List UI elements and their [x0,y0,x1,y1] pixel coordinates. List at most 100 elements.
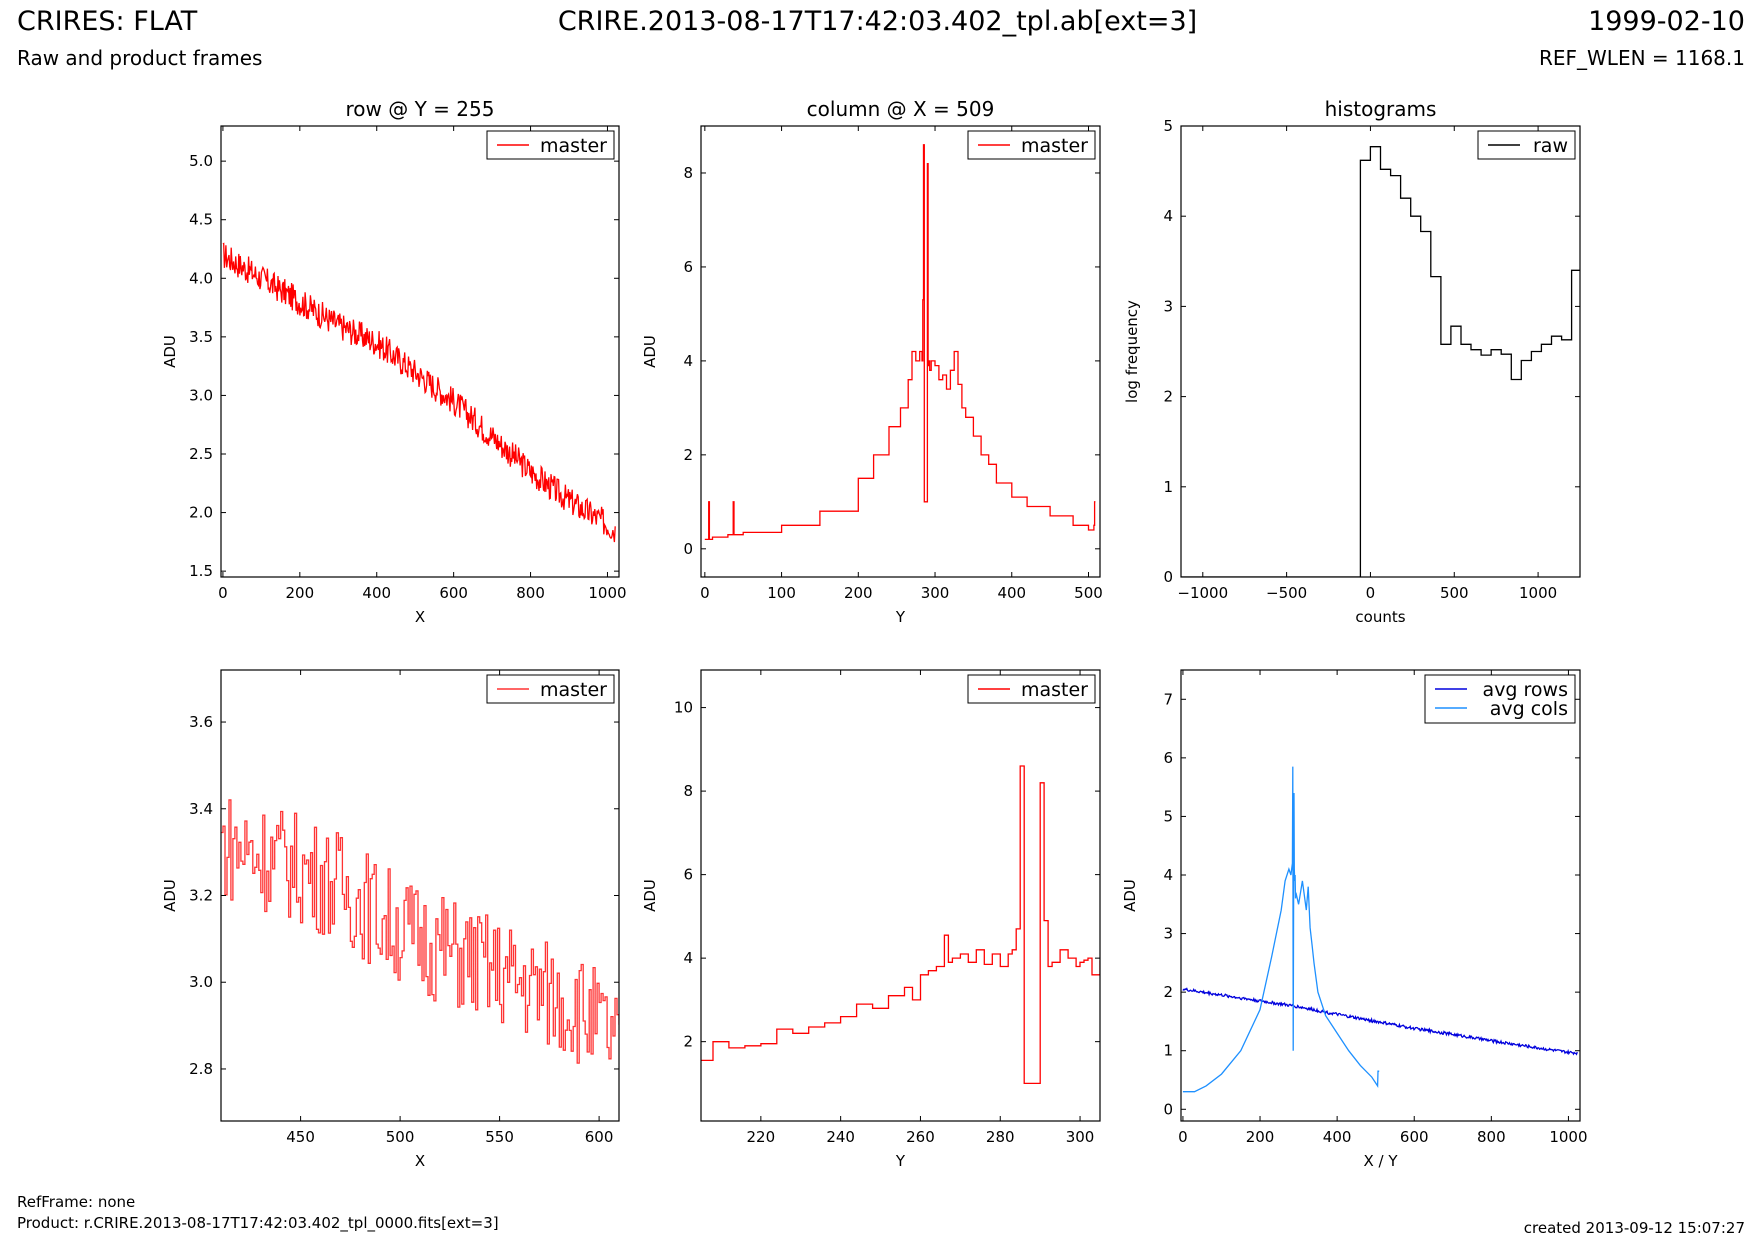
y-tick-label: 0 [683,540,693,558]
y-tick-label: 2.8 [189,1060,213,1078]
y-axis-label: ADU [641,335,659,368]
y-tick-label: 3 [1163,925,1173,943]
y-tick-label: 7 [1163,690,1173,708]
x-axis-label: counts [1355,608,1405,626]
y-tick-label: 0 [1163,1100,1173,1118]
chart-panel-4: 450 500 550 600 2.8 3.0 3.2 3.4 3.6 X ADU master [161,669,620,1170]
x-tick-label: 1000 [1549,1128,1587,1146]
y-tick-label: 2 [1163,983,1173,1001]
x-tick-label: −1000 [1177,584,1228,602]
series-line-raw [1181,146,1580,577]
series-line-master [701,765,1100,1085]
x-tick-label: 550 [485,1128,514,1146]
plot-frame [1180,125,1581,578]
plot-frame [1180,669,1581,1122]
chart-title: column @ X = 509 [807,97,995,121]
chart-panel-2: 0 100 200 300 400 500 0 2 4 6 8 column @ X = 509 Y AD… [641,97,1103,626]
y-tick-label: 3.4 [189,800,213,818]
x-tick-label: 100 [767,584,796,602]
legend-label: master [540,135,607,157]
y-tick-label: 4.5 [189,211,213,229]
legend-label: avg cols [1490,698,1568,720]
y-tick-label: 4 [683,352,693,370]
legend-box [1424,674,1576,724]
x-tick-label: 800 [1477,1128,1506,1146]
chart-title: row @ Y = 255 [346,97,495,121]
x-tick-label: 500 [1074,584,1103,602]
legend-label: master [540,679,607,701]
ref-wlen-label: REF_WLEN = 1168.1 [1538,46,1745,70]
x-tick-label: 600 [439,584,468,602]
created-label: created 2013-09-12 15:07:27 [1523,1219,1745,1237]
x-tick-label: 450 [286,1128,315,1146]
chart-title: histograms [1325,97,1437,121]
y-tick-label: 10 [674,699,693,717]
date-label: 1999-02-10 [1588,6,1745,37]
chart-panel-6: 0 200 400 600 800 1000 0 1 2 3 4 5 6 7 X / Y ADU avg row… [1121,669,1588,1170]
y-tick-label: 5.0 [189,152,213,170]
chart-panel-5: 220 240 260 280 300 2 4 6 8 10 Y ADU master [641,669,1101,1170]
y-tick-label: 3 [1163,297,1173,315]
plot-frame [220,125,620,578]
x-tick-label: 300 [921,584,950,602]
y-tick-label: 3.0 [189,973,213,991]
x-tick-label: 600 [1400,1128,1429,1146]
y-tick-label: 4 [683,949,693,967]
x-tick-label: 300 [1066,1128,1095,1146]
plot-frame [220,669,620,1122]
x-axis-label: X [415,1152,425,1170]
legend-label: avg rows [1483,679,1568,701]
y-tick-label: 2 [683,1033,693,1051]
x-tick-label: 200 [286,584,315,602]
y-tick-label: 6 [1163,749,1173,767]
legend-label: master [1021,135,1088,157]
x-tick-label: 1000 [1519,584,1557,602]
y-axis-label: log frequency [1123,300,1141,403]
y-tick-label: 1.5 [189,562,213,580]
y-axis-label: ADU [161,879,179,912]
x-tick-label: 0 [1366,584,1376,602]
y-tick-label: 3.6 [189,713,213,731]
y-axis-label: ADU [161,335,179,368]
chart-panel-1: 0 200 400 600 800 1000 1.5 2.0 2.5 3.0 3.5 4.0 4.5 5.… [161,97,627,626]
y-tick-label: 8 [683,782,693,800]
x-tick-label: 280 [986,1128,1015,1146]
x-tick-label: 0 [1178,1128,1188,1146]
y-tick-label: 6 [683,258,693,276]
y-tick-label: 1 [1163,1042,1173,1060]
plot-frame [700,125,1101,578]
y-tick-label: 6 [683,866,693,884]
y-tick-label: 3.0 [189,386,213,404]
page-subtitle: Raw and product frames [17,46,263,70]
x-axis-label: Y [895,608,906,626]
series-line-master [704,144,1096,541]
series-line-avg-cols [1182,766,1380,1093]
y-axis-label: ADU [641,879,659,912]
y-tick-label: 4 [1163,866,1173,884]
x-axis-label: X / Y [1363,1152,1398,1170]
ref-frame-label: RefFrame: none [17,1193,136,1211]
x-tick-label: 0 [218,584,228,602]
series-line-avg-rows [1182,987,1578,1056]
series-line-master [221,799,619,1064]
y-tick-label: 3.5 [189,328,213,346]
y-tick-label: 2 [1163,388,1173,406]
y-tick-label: 2.5 [189,445,213,463]
x-axis-label: X [415,608,425,626]
y-tick-label: 8 [683,164,693,182]
x-tick-label: 600 [585,1128,614,1146]
file-title: CRIRE.2013-08-17T17:42:03.402_tpl.ab[ext… [557,6,1198,37]
x-tick-label: 500 [386,1128,415,1146]
page-title: CRIRES: FLAT [17,6,198,37]
x-tick-label: 800 [516,584,545,602]
x-tick-label: −500 [1266,584,1307,602]
y-tick-label: 2.0 [189,504,213,522]
y-tick-label: 3.2 [189,887,213,905]
plot-frame [700,669,1101,1122]
x-tick-label: 500 [1440,584,1469,602]
x-tick-label: 240 [826,1128,855,1146]
x-axis-label: Y [895,1152,906,1170]
y-tick-label: 0 [1163,568,1173,586]
legend-label: master [1021,679,1088,701]
